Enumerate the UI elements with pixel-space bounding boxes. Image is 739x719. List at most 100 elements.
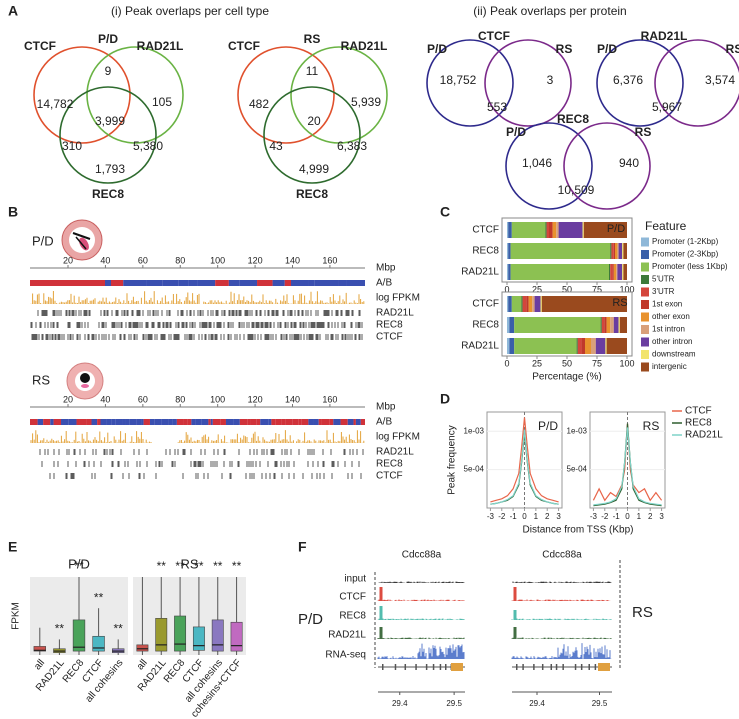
x-tick-label: 29.5: [446, 699, 462, 708]
track-label: CTCF: [376, 471, 403, 482]
compartment-bar: [125, 419, 130, 425]
x-tick-label: 100: [210, 394, 225, 404]
signal-track: [377, 627, 465, 639]
venn-circle: [654, 39, 739, 127]
compartment-bar: [122, 419, 126, 425]
legend-label: 1st exon: [652, 300, 682, 309]
bar-segment: [514, 338, 577, 354]
bar-segment: [605, 338, 607, 354]
bar-segment: [509, 338, 515, 354]
venn-circle: [426, 39, 514, 127]
significance: **: [94, 590, 104, 604]
significance: **: [175, 559, 185, 573]
track-label: CTCF: [376, 332, 403, 343]
x-tick-label: 1: [534, 512, 539, 521]
track-label: REC8: [376, 459, 403, 470]
track-label: log FPKM: [376, 432, 420, 443]
compartment-bar: [97, 419, 101, 425]
compartment-bar: [271, 419, 276, 425]
exon: [382, 664, 384, 670]
x-tick-label: 100: [619, 284, 634, 294]
legend-label: RAD21L: [685, 430, 723, 441]
cell-icon: [75, 236, 87, 250]
bar-segment: [508, 222, 512, 238]
y-tick-label: 1e-03: [464, 426, 485, 435]
panel-label: D: [440, 391, 450, 407]
legend-swatch: [641, 337, 649, 347]
track-label: RAD21L: [376, 308, 414, 319]
compartment-bar: [338, 280, 347, 286]
compartment-bar: [301, 419, 309, 425]
track-label: RAD21L: [328, 630, 366, 641]
bar-segment: [509, 317, 515, 333]
compartment-bar: [298, 419, 302, 425]
x-tick-label: 75: [592, 358, 602, 368]
box: [155, 618, 168, 652]
exon: [550, 664, 553, 670]
region-count: 3,999: [95, 114, 125, 128]
compartment-bar: [162, 280, 179, 286]
legend-label: Promoter (1-2Kbp): [652, 237, 719, 246]
compartment-bar: [314, 280, 339, 286]
region-count: 553: [487, 100, 507, 114]
bar-segment: [507, 338, 510, 354]
significance: **: [74, 559, 84, 573]
exon: [516, 664, 518, 670]
bar-segment: [541, 296, 627, 312]
region-count: 18,752: [440, 73, 477, 87]
x-tick-label: all: [135, 658, 150, 673]
bar-segment: [613, 317, 619, 333]
region-count: 1,793: [95, 162, 125, 176]
exon: [394, 664, 397, 670]
cell-icon: [80, 373, 90, 383]
region-count: 3,574: [705, 73, 735, 87]
compartment-bar: [32, 419, 38, 425]
x-tick-label: 3: [659, 512, 664, 521]
gene-title: Cdcc88a: [542, 550, 582, 561]
exon: [533, 664, 535, 670]
plot-label: P/D: [538, 419, 558, 433]
venn-circle: [263, 86, 361, 184]
x-tick-label: 0: [625, 512, 630, 521]
legend-swatch: [641, 275, 649, 284]
panel-label: F: [298, 539, 307, 555]
x-tick-label: 120: [248, 255, 263, 265]
set-label: RAD21L: [137, 39, 184, 53]
compartment-bar: [86, 419, 92, 425]
signal-track: [511, 643, 612, 659]
bar-segment: [534, 296, 541, 312]
compartment-bar: [191, 419, 196, 425]
track-label: A/B: [376, 278, 392, 289]
y-tick-label: REC8: [472, 246, 499, 257]
bar-segment: [508, 264, 511, 280]
compartment-bar: [285, 419, 293, 425]
legend-label: 3'UTR: [652, 287, 675, 296]
plot-title: RS: [180, 556, 198, 571]
compartment-bar: [76, 419, 80, 425]
y-tick-label: CTCF: [472, 225, 499, 236]
exon: [415, 664, 417, 670]
plot-label: RS: [643, 419, 660, 433]
x-tick-label: -3: [487, 512, 495, 521]
bar-segment: [595, 338, 606, 354]
panel-label: C: [440, 204, 450, 220]
region-count: 43: [269, 139, 283, 153]
significance: **: [114, 622, 124, 636]
track-label: input: [344, 574, 366, 585]
compartment-bar: [225, 419, 234, 425]
x-tick-label: 29.4: [392, 699, 408, 708]
bar-segment: [546, 222, 549, 238]
compartment-bar: [178, 280, 189, 286]
group-label: RS: [612, 297, 627, 309]
compartment-bar: [268, 419, 272, 425]
box: [211, 619, 224, 652]
compartment-bar: [115, 419, 123, 425]
venn-circle: [59, 86, 157, 184]
set-label: P/D: [597, 42, 617, 56]
compartment-bar: [228, 280, 240, 286]
region-count: 5,939: [351, 95, 381, 109]
venn-circle: [33, 46, 131, 144]
region-count: 310: [62, 139, 82, 153]
peak-barcode: [37, 310, 361, 316]
venn-circle: [563, 122, 651, 210]
